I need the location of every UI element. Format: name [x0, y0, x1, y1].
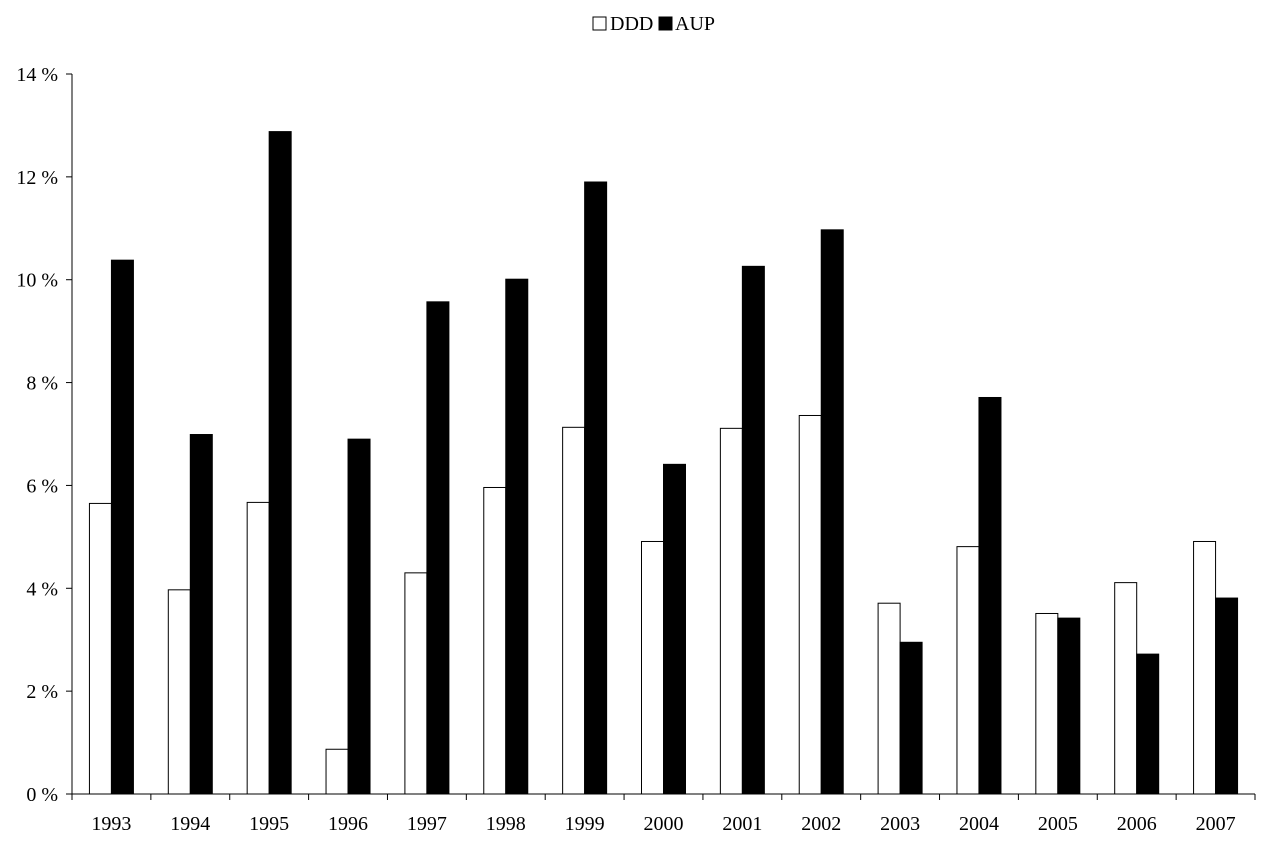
bars [88, 131, 1239, 795]
x-tick-label: 1996 [328, 813, 368, 835]
bar-ddd-2006 [1114, 582, 1138, 795]
y-axis: 0 % 2 % 4 % 6 % 8 % 10 % 12 % 14 % [16, 64, 73, 806]
bar-ddd-2003 [877, 602, 901, 795]
x-tick-label: 2007 [1196, 813, 1236, 835]
x-tick-label: 1997 [407, 813, 447, 835]
bar-aup-2005 [1057, 617, 1081, 795]
bar-aup-2000 [663, 463, 686, 795]
bar-aup-1996 [347, 438, 371, 795]
bar-aup-1997 [426, 301, 450, 795]
y-tick-label: 6 % [26, 475, 58, 497]
legend-label-ddd: DDD [610, 13, 653, 35]
x-tick-label: 2003 [880, 813, 920, 835]
x-tick-label: 1995 [249, 813, 289, 835]
x-axis: 1993 1994 1995 1996 1997 1998 1999 2000 2001 2002… [71, 793, 1256, 835]
x-tick-label: 1994 [170, 813, 210, 835]
y-tick-label: 4 % [26, 578, 58, 600]
bar-ddd-2004 [956, 546, 980, 795]
legend-swatch-aup [658, 16, 673, 31]
bar-ddd-2002 [798, 414, 822, 795]
bar-aup-2001 [741, 265, 765, 795]
y-tick-label: 2 % [26, 681, 58, 703]
x-tick-label: 2000 [644, 813, 684, 835]
bar-aup-1998 [505, 278, 529, 795]
y-tick-label: 8 % [26, 373, 58, 395]
bar-aup-2002 [820, 229, 844, 795]
legend: DDD AUP [592, 13, 715, 35]
bar-ddd-2000 [641, 540, 664, 795]
bar-aup-1993 [110, 259, 134, 795]
bar-ddd-1997 [404, 572, 428, 795]
legend-swatch-ddd [592, 16, 607, 31]
bar-aup-2006 [1136, 653, 1160, 795]
bar-aup-2003 [899, 641, 923, 795]
bar-ddd-2007 [1193, 540, 1217, 795]
y-tick-label: 12 % [16, 167, 58, 189]
bar-ddd-2005 [1035, 612, 1059, 795]
bar-ddd-1995 [246, 501, 270, 795]
x-tick-label: 2004 [959, 813, 999, 835]
bar-aup-2007 [1215, 597, 1239, 795]
x-tick-label: 2006 [1117, 813, 1157, 835]
y-tick-label: 14 % [16, 64, 58, 86]
bar-aup-1995 [268, 131, 292, 795]
y-tick-label: 0 % [26, 784, 58, 806]
bar-ddd-1994 [167, 589, 191, 795]
bar-aup-1999 [584, 181, 608, 795]
bar-ddd-1998 [483, 486, 507, 795]
y-tick-label: 10 % [16, 270, 58, 292]
bar-ddd-1999 [562, 426, 586, 795]
x-tick-label: 1993 [91, 813, 131, 835]
bar-ddd-1996 [325, 748, 349, 795]
x-tick-label: 1998 [486, 813, 526, 835]
x-tick-label: 2002 [801, 813, 841, 835]
bar-ddd-2001 [719, 427, 743, 795]
bar-aup-2004 [978, 396, 1002, 795]
legend-label-aup: AUP [675, 13, 715, 35]
x-tick-label: 1999 [565, 813, 605, 835]
bar-ddd-1993 [88, 502, 112, 795]
x-tick-label: 2005 [1038, 813, 1078, 835]
x-tick-label: 2001 [722, 813, 762, 835]
bar-aup-1994 [189, 434, 213, 795]
